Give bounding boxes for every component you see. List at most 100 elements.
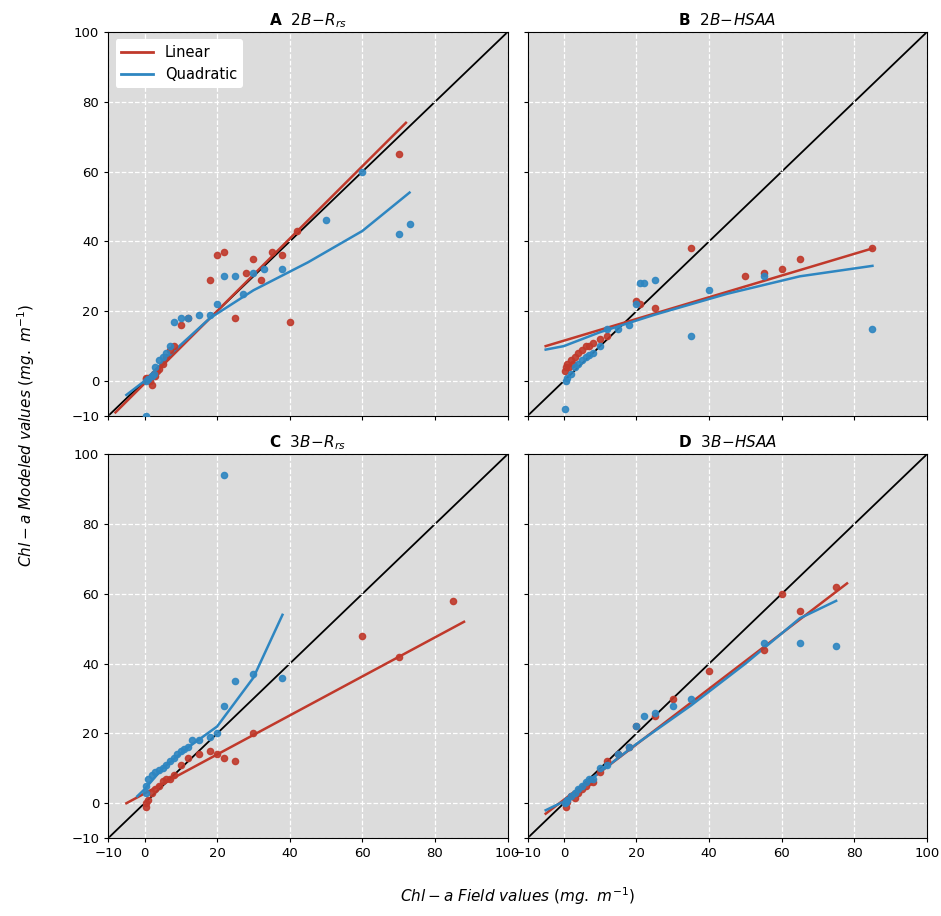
Point bbox=[138, 409, 153, 423]
Point bbox=[155, 356, 170, 371]
Point bbox=[582, 339, 597, 354]
Point bbox=[144, 368, 159, 383]
Point bbox=[558, 794, 573, 809]
Point bbox=[139, 370, 154, 385]
Point bbox=[202, 744, 217, 758]
Point bbox=[593, 339, 608, 354]
Point bbox=[560, 356, 575, 371]
Point bbox=[163, 754, 178, 769]
Point bbox=[558, 800, 573, 814]
Point bbox=[318, 213, 333, 228]
Point bbox=[564, 789, 579, 803]
Point bbox=[148, 782, 163, 797]
Point bbox=[246, 266, 261, 280]
Point bbox=[571, 782, 586, 797]
Point bbox=[210, 726, 225, 741]
Point bbox=[593, 332, 608, 346]
Point bbox=[611, 747, 626, 762]
Point bbox=[611, 322, 626, 336]
Point bbox=[567, 791, 582, 805]
Point bbox=[585, 345, 600, 360]
Point bbox=[228, 754, 243, 769]
Point bbox=[173, 318, 188, 333]
Point bbox=[599, 322, 614, 336]
Point bbox=[146, 366, 161, 381]
Point bbox=[355, 628, 370, 643]
Point bbox=[228, 674, 243, 689]
Point bbox=[173, 744, 188, 758]
Point bbox=[402, 217, 417, 232]
Point bbox=[632, 276, 647, 290]
Legend: Linear, Quadratic: Linear, Quadratic bbox=[116, 39, 243, 88]
Point bbox=[599, 328, 614, 343]
Point bbox=[683, 328, 698, 343]
Point bbox=[253, 272, 268, 287]
Point bbox=[622, 740, 637, 755]
Point bbox=[562, 360, 577, 375]
Point bbox=[567, 785, 582, 800]
Point bbox=[181, 311, 196, 325]
Point bbox=[140, 372, 155, 387]
Point bbox=[582, 775, 597, 790]
Point bbox=[159, 771, 174, 786]
Point bbox=[181, 750, 196, 765]
Point bbox=[142, 374, 157, 388]
Point bbox=[560, 794, 575, 809]
Point bbox=[756, 642, 771, 657]
Point bbox=[173, 758, 188, 772]
Point bbox=[574, 353, 589, 367]
Point bbox=[166, 314, 181, 329]
Title: $\bf{B}$  $\it{2B\!-\!HSAA}$: $\bf{B}$ $\it{2B\!-\!HSAA}$ bbox=[678, 12, 776, 28]
Point bbox=[567, 349, 582, 364]
Text: $Chl-a\ Modeled\ values\ (mg.\ m^{-1})$: $Chl-a\ Modeled\ values\ (mg.\ m^{-1})$ bbox=[15, 303, 38, 567]
Point bbox=[865, 322, 880, 336]
Point bbox=[622, 318, 637, 333]
Point bbox=[282, 314, 297, 329]
Point bbox=[792, 252, 807, 267]
Point bbox=[636, 709, 651, 724]
Point bbox=[599, 758, 614, 772]
Point bbox=[246, 667, 261, 682]
Point bbox=[599, 754, 614, 769]
Point bbox=[210, 297, 225, 311]
Point bbox=[756, 269, 771, 284]
Point bbox=[181, 311, 196, 325]
Point bbox=[647, 705, 662, 720]
Text: $Chl-a\ Field\ values\ (mg.\ m^{-1})$: $Chl-a\ Field\ values\ (mg.\ m^{-1})$ bbox=[400, 885, 635, 907]
Point bbox=[564, 789, 579, 803]
Point bbox=[275, 262, 290, 277]
Point bbox=[152, 779, 167, 793]
Point bbox=[865, 241, 880, 256]
Point bbox=[355, 164, 370, 179]
Point bbox=[391, 227, 407, 242]
Point bbox=[216, 269, 231, 284]
Point bbox=[665, 698, 680, 713]
Point bbox=[144, 768, 159, 782]
Point bbox=[169, 747, 184, 762]
Point bbox=[557, 364, 572, 378]
Point bbox=[629, 293, 644, 308]
Point bbox=[574, 782, 589, 797]
Point bbox=[683, 692, 698, 706]
Point bbox=[148, 368, 163, 383]
Point bbox=[216, 245, 231, 259]
Point bbox=[702, 663, 717, 678]
Point bbox=[202, 308, 217, 322]
Point bbox=[557, 796, 572, 811]
Title: $\bf{A}$  $\it{2B\!-\!R_{rs}}$: $\bf{A}$ $\it{2B\!-\!R_{rs}}$ bbox=[269, 11, 346, 30]
Point bbox=[593, 765, 608, 780]
Point bbox=[210, 747, 225, 762]
Point bbox=[585, 335, 600, 350]
Point bbox=[173, 311, 188, 325]
Point bbox=[564, 353, 579, 367]
Point bbox=[571, 345, 586, 360]
Point bbox=[665, 692, 680, 706]
Point bbox=[138, 800, 153, 814]
Point bbox=[557, 401, 572, 416]
Point bbox=[647, 709, 662, 724]
Point bbox=[578, 779, 593, 793]
Point bbox=[191, 747, 206, 762]
Point bbox=[585, 771, 600, 786]
Point bbox=[636, 276, 651, 290]
Point bbox=[155, 761, 170, 776]
